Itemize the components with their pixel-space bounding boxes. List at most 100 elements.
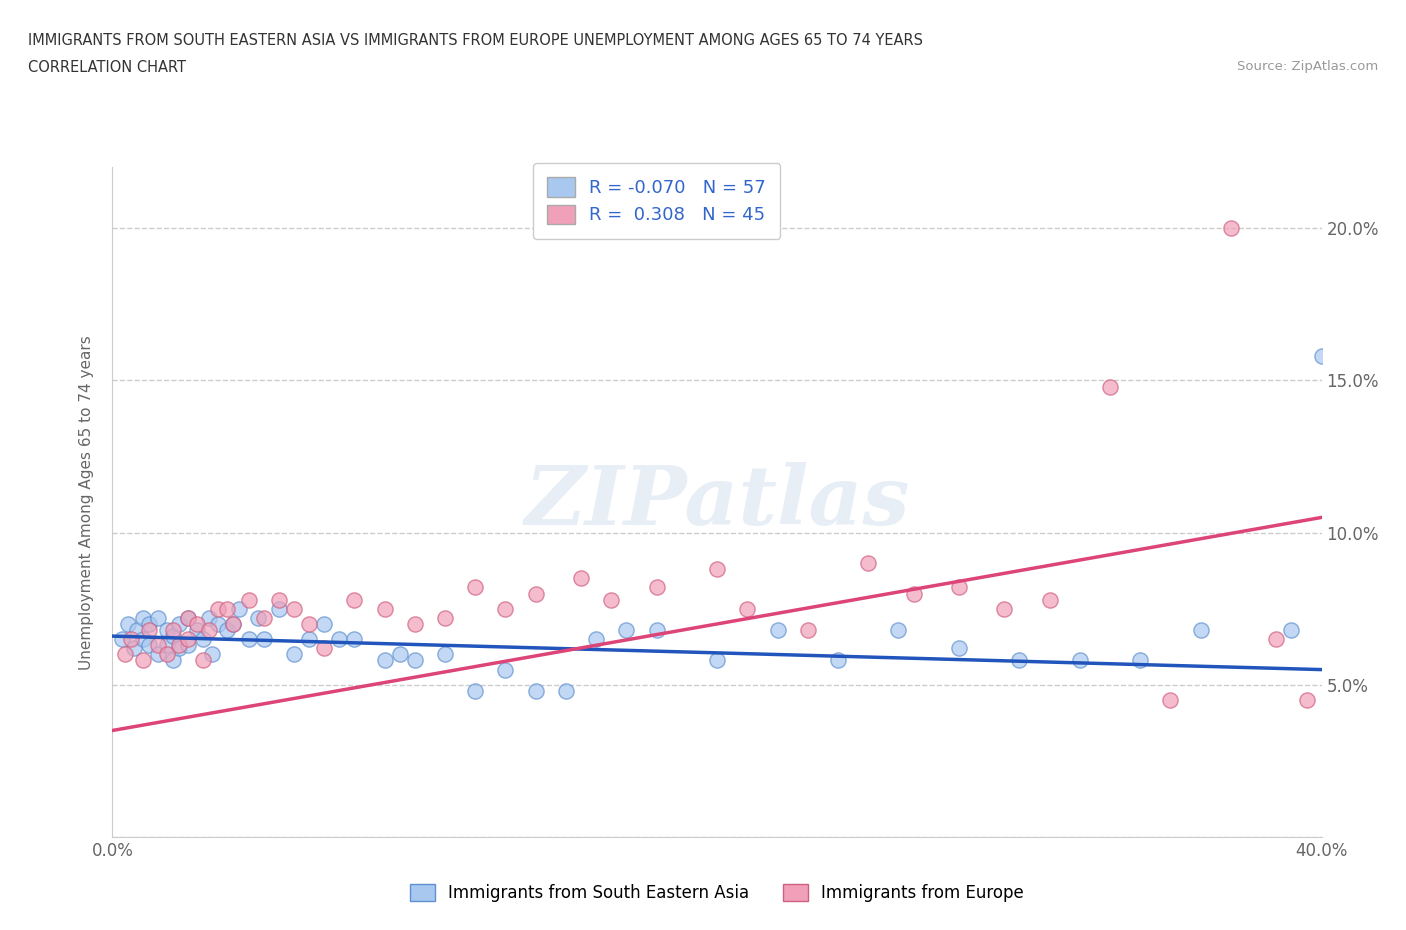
Point — [146, 610, 169, 625]
Point — [114, 647, 136, 662]
Point — [433, 647, 456, 662]
Point — [374, 602, 396, 617]
Point — [524, 684, 547, 698]
Point — [1265, 631, 1288, 646]
Point — [217, 622, 239, 637]
Point — [132, 610, 155, 625]
Point — [388, 647, 411, 662]
Point — [1008, 653, 1031, 668]
Point — [222, 617, 245, 631]
Point — [903, 586, 925, 601]
Point — [191, 631, 214, 646]
Point — [132, 631, 155, 646]
Point — [167, 641, 190, 656]
Point — [404, 653, 426, 668]
Point — [766, 622, 789, 637]
Point — [404, 617, 426, 631]
Point — [645, 622, 668, 637]
Point — [1189, 622, 1212, 637]
Point — [796, 622, 818, 637]
Point — [201, 647, 224, 662]
Point — [585, 631, 607, 646]
Point — [162, 622, 184, 637]
Point — [228, 602, 250, 617]
Point — [177, 631, 200, 646]
Point — [253, 610, 276, 625]
Text: IMMIGRANTS FROM SOUTH EASTERN ASIA VS IMMIGRANTS FROM EUROPE UNEMPLOYMENT AMONG : IMMIGRANTS FROM SOUTH EASTERN ASIA VS IM… — [28, 33, 924, 47]
Point — [298, 631, 321, 646]
Point — [167, 638, 190, 653]
Point — [138, 638, 160, 653]
Point — [122, 641, 145, 656]
Point — [177, 638, 200, 653]
Point — [948, 641, 970, 656]
Point — [645, 580, 668, 595]
Point — [117, 617, 139, 631]
Point — [1310, 349, 1333, 364]
Point — [737, 602, 759, 617]
Point — [132, 653, 155, 668]
Point — [156, 647, 179, 662]
Point — [464, 684, 486, 698]
Point — [1220, 220, 1243, 235]
Text: CORRELATION CHART: CORRELATION CHART — [28, 60, 186, 75]
Point — [246, 610, 269, 625]
Point — [1098, 379, 1121, 394]
Point — [1295, 693, 1317, 708]
Point — [146, 647, 169, 662]
Y-axis label: Unemployment Among Ages 65 to 74 years: Unemployment Among Ages 65 to 74 years — [79, 335, 94, 670]
Point — [616, 622, 638, 637]
Point — [993, 602, 1015, 617]
Point — [120, 631, 142, 646]
Point — [706, 562, 728, 577]
Point — [267, 602, 290, 617]
Point — [156, 622, 179, 637]
Point — [1279, 622, 1302, 637]
Point — [186, 622, 208, 637]
Point — [253, 631, 276, 646]
Point — [1038, 592, 1062, 607]
Point — [238, 631, 260, 646]
Point — [217, 602, 239, 617]
Point — [374, 653, 396, 668]
Point — [706, 653, 728, 668]
Point — [1069, 653, 1091, 668]
Point — [238, 592, 260, 607]
Point — [222, 617, 245, 631]
Point — [125, 622, 148, 637]
Point — [1159, 693, 1181, 708]
Point — [856, 555, 880, 570]
Point — [283, 647, 305, 662]
Point — [267, 592, 290, 607]
Point — [156, 638, 179, 653]
Legend: Immigrants from South Eastern Asia, Immigrants from Europe: Immigrants from South Eastern Asia, Immi… — [396, 870, 1038, 916]
Point — [1129, 653, 1152, 668]
Point — [283, 602, 305, 617]
Point — [298, 617, 321, 631]
Point — [600, 592, 623, 607]
Point — [177, 610, 200, 625]
Point — [110, 631, 132, 646]
Point — [464, 580, 486, 595]
Point — [198, 622, 221, 637]
Text: ZIPatlas: ZIPatlas — [524, 462, 910, 542]
Point — [207, 602, 229, 617]
Point — [569, 571, 592, 586]
Point — [314, 617, 336, 631]
Point — [524, 586, 547, 601]
Point — [146, 638, 169, 653]
Point — [433, 610, 456, 625]
Point — [328, 631, 350, 646]
Point — [495, 662, 517, 677]
Point — [138, 622, 160, 637]
Point — [343, 592, 366, 607]
Point — [207, 617, 229, 631]
Point — [162, 653, 184, 668]
Text: Source: ZipAtlas.com: Source: ZipAtlas.com — [1237, 60, 1378, 73]
Point — [495, 602, 517, 617]
Point — [343, 631, 366, 646]
Point — [554, 684, 576, 698]
Point — [162, 629, 184, 644]
Point — [948, 580, 970, 595]
Point — [887, 622, 910, 637]
